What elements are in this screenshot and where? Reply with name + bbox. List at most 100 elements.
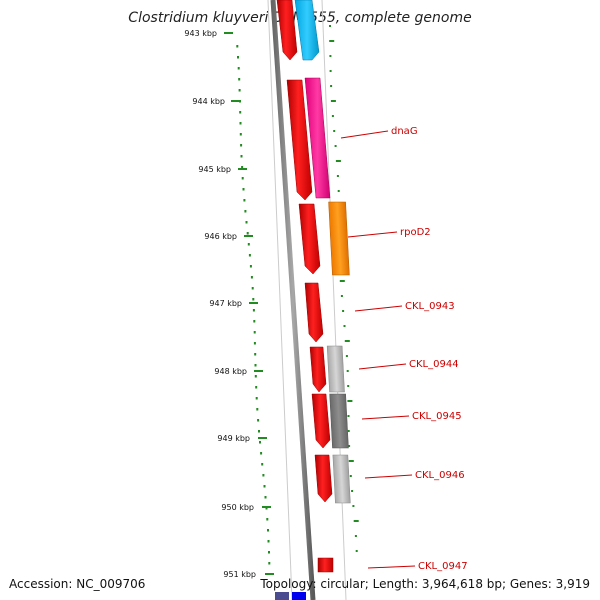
tick-label: 950 kbp <box>221 503 254 512</box>
gc-dot <box>260 452 263 455</box>
skew-dot <box>348 445 351 447</box>
outer-arc-left <box>267 0 293 600</box>
gc-dot <box>241 177 244 180</box>
grey-light-feature[interactable] <box>332 454 351 504</box>
skew-dot <box>354 535 357 537</box>
gc-dot <box>265 507 268 510</box>
gene-label-ckl-0944[interactable]: CKL_0944 <box>409 359 459 370</box>
skew-dot <box>339 280 345 282</box>
cds-feature[interactable] <box>304 282 324 343</box>
gc-dot <box>253 331 256 334</box>
gc-dot <box>238 89 241 92</box>
gc-dot <box>239 133 242 136</box>
cds-feature[interactable] <box>309 346 327 393</box>
genome-backbone <box>270 0 316 600</box>
cds-feature[interactable] <box>286 79 313 201</box>
gc-dot <box>253 342 256 345</box>
label-line <box>347 231 398 238</box>
skew-dot <box>347 385 350 387</box>
other-features <box>275 0 351 600</box>
tick-group <box>224 32 274 575</box>
skew-dot <box>346 370 349 372</box>
gc-dot <box>236 45 239 48</box>
gc-dot <box>261 463 264 466</box>
gene-label-dnag[interactable]: dnaG <box>391 126 418 137</box>
gene-label-ckl-0945[interactable]: CKL_0945 <box>412 411 462 422</box>
skew-dot <box>337 190 340 192</box>
gc-dot <box>239 111 242 114</box>
skew-dot <box>329 40 335 42</box>
topology-summary: Topology: circular; Length: 3,964,618 bp… <box>260 577 590 591</box>
skew-dot <box>353 520 359 522</box>
gc-dot <box>256 408 259 411</box>
navy-feature[interactable] <box>275 592 289 600</box>
cds-feature[interactable] <box>317 557 334 573</box>
tick-label: 947 kbp <box>209 299 242 308</box>
label-lines <box>340 130 416 569</box>
gc-dot <box>251 287 254 290</box>
cds-feature[interactable] <box>314 454 333 503</box>
gc-content-dots <box>236 45 271 565</box>
accession-text: Accession: NC_009706 <box>9 577 146 591</box>
gc-dot <box>255 386 258 389</box>
gc-dot <box>241 166 244 169</box>
label-line <box>361 415 410 420</box>
gc-dot <box>250 276 253 279</box>
gc-dot <box>267 540 270 543</box>
tick-label: 951 kbp <box>223 570 256 579</box>
outer-arc-right <box>321 0 347 600</box>
skew-dot <box>331 115 334 117</box>
label-line <box>367 565 416 569</box>
gc-dot <box>257 419 260 422</box>
gc-dot <box>237 56 239 59</box>
gc-dot <box>245 221 248 224</box>
gc-dot <box>244 210 247 213</box>
gene-label-ckl-0943[interactable]: CKL_0943 <box>405 301 455 312</box>
grey-dark-feature[interactable] <box>329 393 349 449</box>
skew-dot <box>351 490 354 492</box>
gc-dot <box>262 474 265 477</box>
skew-dot <box>342 310 345 312</box>
label-line <box>340 130 389 139</box>
gc-dot <box>266 518 269 521</box>
tick-label: 946 kbp <box>204 232 237 241</box>
grey-light-feature[interactable] <box>326 345 345 393</box>
gc-dot <box>258 430 260 433</box>
cds-features <box>276 0 334 573</box>
gc-dot <box>268 551 270 554</box>
cds-feature[interactable] <box>276 0 298 61</box>
gc-dot <box>254 364 257 367</box>
magenta-feature[interactable] <box>304 77 331 199</box>
gc-dot <box>240 144 243 147</box>
label-line <box>364 474 413 479</box>
blue-feature[interactable] <box>292 592 306 600</box>
gc-dot <box>238 78 241 81</box>
skew-dot <box>340 295 343 297</box>
cds-feature[interactable] <box>298 203 321 275</box>
skew-dot <box>344 340 350 342</box>
skew-dot <box>349 475 352 477</box>
gc-dot <box>237 67 240 70</box>
skew-dot <box>347 415 350 417</box>
gc-dot <box>247 243 250 246</box>
skew-dot <box>329 55 332 57</box>
tick-labels: 943 kbp 944 kbp 945 kbp 946 kbp 947 kbp … <box>184 29 256 579</box>
tick-label: 944 kbp <box>192 97 225 106</box>
gene-label-rpod2[interactable]: rpoD2 <box>400 227 431 238</box>
gene-label-ckl-0946[interactable]: CKL_0946 <box>415 470 465 481</box>
gc-dot <box>268 562 271 565</box>
gene-label-ckl-0947[interactable]: CKL_0947 <box>418 561 468 572</box>
gene-labels: dnaG rpoD2 CKL_0943 CKL_0944 CKL_0945 CK… <box>391 126 468 572</box>
orange-feature[interactable] <box>328 201 350 276</box>
gc-dot <box>248 254 251 257</box>
gc-dot <box>249 265 252 268</box>
gc-dot <box>243 199 246 202</box>
cds-feature[interactable] <box>311 393 331 449</box>
gc-dot <box>252 298 255 301</box>
gc-dot <box>240 155 243 158</box>
skew-dot <box>348 460 354 462</box>
gc-dot <box>254 353 257 356</box>
cyan-feature[interactable] <box>294 0 320 61</box>
label-line <box>354 305 403 312</box>
